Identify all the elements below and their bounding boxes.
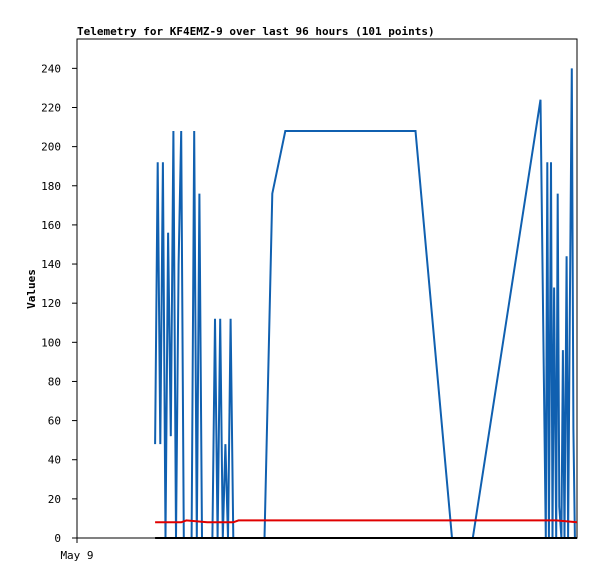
y-tick-label: 120 — [41, 297, 61, 310]
y-tick-label: 180 — [41, 180, 61, 193]
series-layer — [154, 68, 578, 539]
y-tick-label: 200 — [41, 141, 61, 154]
x-tick-label: May 9 — [60, 549, 93, 562]
x-axis: May 9 — [60, 538, 94, 562]
y-axis-label: Values — [25, 269, 38, 309]
series-line-1 — [155, 519, 578, 524]
y-tick-label: 40 — [48, 454, 61, 467]
chart-title: Telemetry for KF4EMZ-9 over last 96 hour… — [77, 25, 435, 38]
plot-frame — [76, 38, 578, 539]
y-tick-label: 80 — [48, 375, 61, 388]
y-tick-label: 140 — [41, 258, 61, 271]
y-tick-label: 20 — [48, 493, 61, 506]
y-tick-label: 240 — [41, 62, 61, 75]
y-tick-label: 0 — [54, 532, 61, 545]
y-tick-label: 100 — [41, 336, 61, 349]
y-axis: 0 20 40 60 80 100 120 140 160 180 200 220 240 — [41, 62, 77, 545]
y-tick-label: 160 — [41, 219, 61, 232]
y-tick-label: 60 — [48, 415, 61, 428]
y-tick-label: 220 — [41, 101, 61, 114]
